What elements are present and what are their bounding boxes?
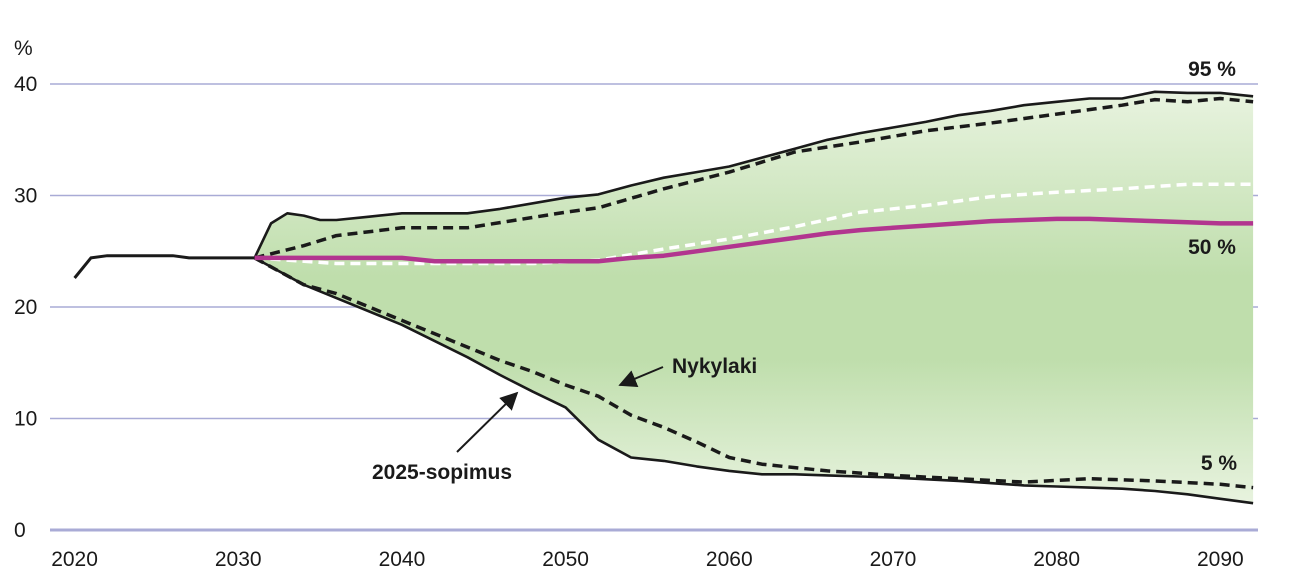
band-fill bbox=[254, 91, 1254, 504]
label-2025-sopimus: 2025-sopimus bbox=[372, 461, 512, 484]
series-line-50-2025-sopimus bbox=[254, 216, 1254, 264]
x-tick-label: 2020 bbox=[51, 548, 98, 571]
nykylaki-arrow bbox=[618, 366, 664, 388]
label-nykylaki: Nykylaki bbox=[672, 355, 757, 378]
series-line-5-2025-sopimus bbox=[253, 256, 1254, 505]
y-tick-label: 0 bbox=[14, 519, 26, 542]
y-axis-ticks: 0 10 20 30 40 bbox=[14, 73, 37, 542]
y-tick-label: 20 bbox=[14, 296, 37, 319]
label-50-percent: 50 % bbox=[1188, 236, 1236, 259]
x-tick-label: 2070 bbox=[870, 548, 917, 571]
y-tick-label: 10 bbox=[14, 408, 37, 431]
y-axis-unit: % bbox=[14, 37, 33, 60]
label-95-percent: 95 % bbox=[1188, 58, 1236, 81]
y-tick-label: 40 bbox=[14, 73, 37, 96]
x-tick-label: 2060 bbox=[706, 548, 753, 571]
label-5-percent: 5 % bbox=[1201, 452, 1238, 475]
series-line-95-2025-sopimus bbox=[253, 90, 1254, 259]
x-tick-label: 2040 bbox=[379, 548, 426, 571]
sopimus-arrow bbox=[456, 391, 519, 453]
series-line-5-nykylaki bbox=[253, 256, 1254, 490]
series-line-95-nykylaki bbox=[254, 96, 1254, 260]
confidence-band bbox=[254, 91, 1254, 504]
x-tick-label: 2050 bbox=[542, 548, 589, 571]
series-lines bbox=[73, 90, 1254, 505]
x-tick-label: 2030 bbox=[215, 548, 262, 571]
history-line bbox=[73, 254, 255, 279]
x-axis-ticks: 2020 2030 2040 2050 2060 2070 2080 2090 bbox=[51, 548, 1244, 571]
y-tick-label: 30 bbox=[14, 185, 37, 208]
x-tick-label: 2090 bbox=[1197, 548, 1244, 571]
x-tick-label: 2080 bbox=[1033, 548, 1080, 571]
